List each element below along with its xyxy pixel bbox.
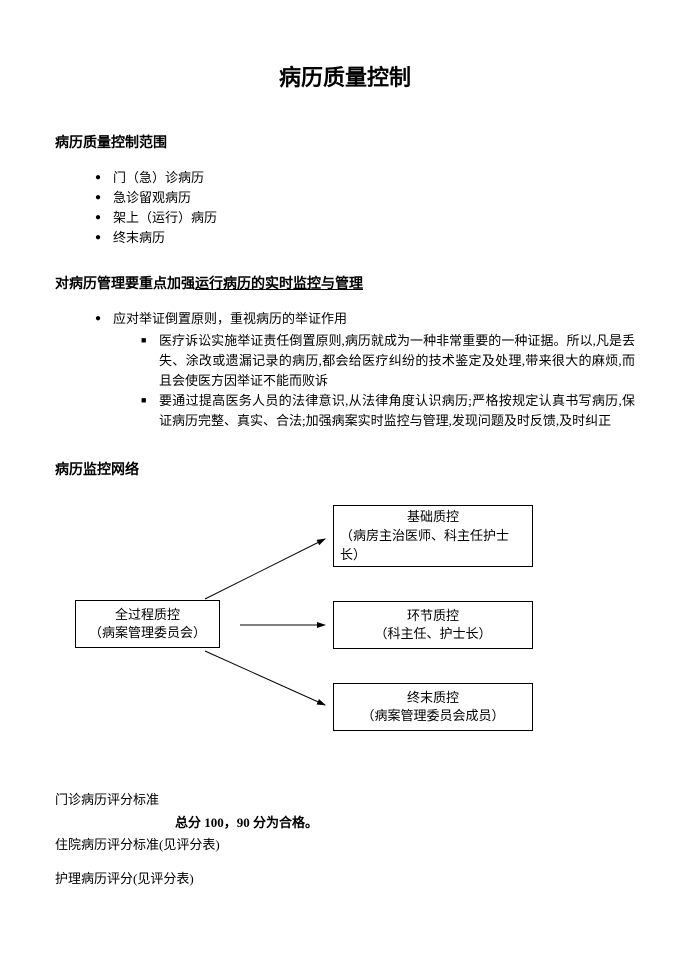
- footer-block: 门诊病历评分标准 总分 100，90 分为合格。 住院病历评分标准(见评分表) …: [55, 789, 635, 889]
- section2-list: 应对举证倒置原则，重视病历的举证作用 医疗诉讼实施举证责任倒置原则,病历就成为一…: [55, 309, 635, 432]
- node-title: 基础质控: [340, 508, 526, 527]
- node-sub: （病房主治医师、科主任护士长）: [340, 527, 526, 565]
- footer-line4: 护理病历评分(见评分表): [55, 868, 635, 890]
- list-item: 应对举证倒置原则，重视病历的举证作用 医疗诉讼实施举证责任倒置原则,病历就成为一…: [95, 309, 635, 432]
- document-page: 病历质量控制 病历质量控制范围 门（急）诊病历 急诊留观病历 架上（运行）病历 …: [0, 0, 690, 975]
- section1-heading: 病历质量控制范围: [55, 132, 635, 152]
- node-line1: 全过程质控: [89, 606, 206, 625]
- node-title: 终末质控: [361, 689, 504, 708]
- bullet-text: 应对举证倒置原则，重视病历的举证作用: [113, 311, 347, 326]
- list-item: 架上（运行）病历: [95, 208, 635, 228]
- flow-diagram: 全过程质控 （病案管理委员会） 基础质控 （病房主治医师、科主任护士长） 环节质…: [55, 495, 635, 755]
- node-sub: （病案管理委员会成员）: [361, 707, 504, 726]
- list-item: 医疗诉讼实施举证责任倒置原则,病历就成为一种非常重要的一种证据。所以,凡是丢失、…: [141, 331, 635, 391]
- section1-list: 门（急）诊病历 急诊留观病历 架上（运行）病历 终末病历: [55, 168, 635, 249]
- footer-line2: 总分 100，90 分为合格。: [55, 812, 635, 834]
- flow-node-target1: 基础质控 （病房主治医师、科主任护士长）: [333, 505, 533, 567]
- list-item: 急诊留观病历: [95, 188, 635, 208]
- node-sub: （科主任、护士长）: [374, 625, 491, 644]
- footer-line1: 门诊病历评分标准: [55, 789, 635, 811]
- list-item: 门（急）诊病历: [95, 168, 635, 188]
- flow-node-source: 全过程质控 （病案管理委员会）: [75, 600, 220, 648]
- section2-heading: 对病历管理要重点加强运行病历的实时监控与管理: [55, 273, 635, 293]
- flow-node-target3: 终末质控 （病案管理委员会成员）: [333, 683, 533, 731]
- node-line2: （病案管理委员会）: [89, 624, 206, 643]
- flow-node-target2: 环节质控 （科主任、护士长）: [333, 601, 533, 649]
- main-title: 病历质量控制: [55, 60, 635, 92]
- heading-prefix: 对病历管理要重点加强: [55, 277, 195, 292]
- heading-underline: 运行病历的实时监控与管理: [195, 277, 363, 292]
- section2-sublist: 医疗诉讼实施举证责任倒置原则,病历就成为一种非常重要的一种证据。所以,凡是丢失、…: [141, 331, 635, 432]
- footer-line3: 住院病历评分标准(见评分表): [55, 834, 635, 856]
- list-item: 要通过提高医务人员的法律意识,从法律角度认识病历;严格按规定认真书写病历,保证病…: [141, 391, 635, 431]
- list-item: 终末病历: [95, 228, 635, 248]
- node-title: 环节质控: [374, 607, 491, 626]
- section3-heading: 病历监控网络: [55, 459, 635, 479]
